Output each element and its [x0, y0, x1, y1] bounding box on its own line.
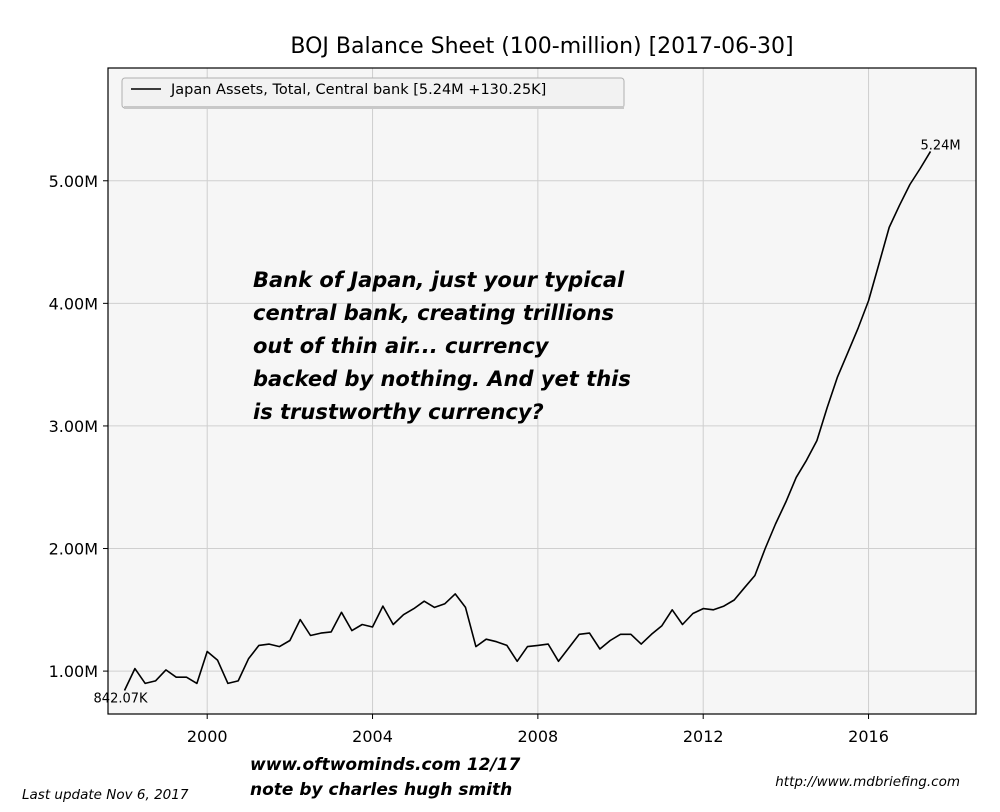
last-update-text: Last update Nov 6, 2017	[22, 787, 189, 803]
chart-title: BOJ Balance Sheet (100-million) [2017-06…	[290, 34, 793, 59]
x-tick-label: 2012	[683, 727, 724, 746]
annotation-line: is trustworthy currency?	[253, 400, 544, 424]
x-tick-label: 2000	[187, 727, 228, 746]
y-tick-label: 4.00M	[49, 294, 98, 313]
legend-shadow	[124, 106, 624, 109]
y-tick-label: 1.00M	[49, 662, 98, 681]
legend: Japan Assets, Total, Central bank [5.24M…	[121, 77, 625, 109]
annotation-line: central bank, creating trillions	[253, 301, 614, 325]
credit-line: note by charles hugh smith	[250, 780, 512, 800]
annotation-line: out of thin air... currency	[253, 334, 550, 358]
source-url-text: http://www.mdbriefing.com	[775, 774, 960, 790]
x-tick-label: 2008	[518, 727, 559, 746]
x-tick-label: 2004	[352, 727, 393, 746]
data-point-label: 5.24M	[920, 138, 960, 153]
data-point-label: 842.07K	[94, 691, 148, 706]
y-tick-label: 3.00M	[49, 417, 98, 436]
annotation-block: Bank of Japan, just your typical central…	[253, 268, 631, 424]
grid-lines	[108, 68, 976, 714]
plot-frame	[107, 67, 977, 715]
annotation-line: Bank of Japan, just your typical	[253, 268, 625, 292]
series-layer	[123, 150, 932, 691]
credit-line: www.oftwominds.com 12/17	[250, 755, 521, 775]
y-tick-label: 5.00M	[49, 172, 98, 191]
axes: 2000 2004 2008 2012 2016 1.00M 2.00M 3.00M 4.00M…	[49, 172, 889, 746]
x-tick-label: 2016	[848, 727, 889, 746]
series-line	[123, 150, 932, 691]
legend-entry-label: Japan Assets, Total, Central bank [5.24M…	[170, 82, 546, 98]
plot-area	[108, 68, 976, 714]
annotation-line: backed by nothing. And yet this	[253, 367, 631, 391]
y-tick-label: 2.00M	[49, 540, 98, 559]
point-labels: 842.07K 5.24M	[94, 138, 961, 706]
